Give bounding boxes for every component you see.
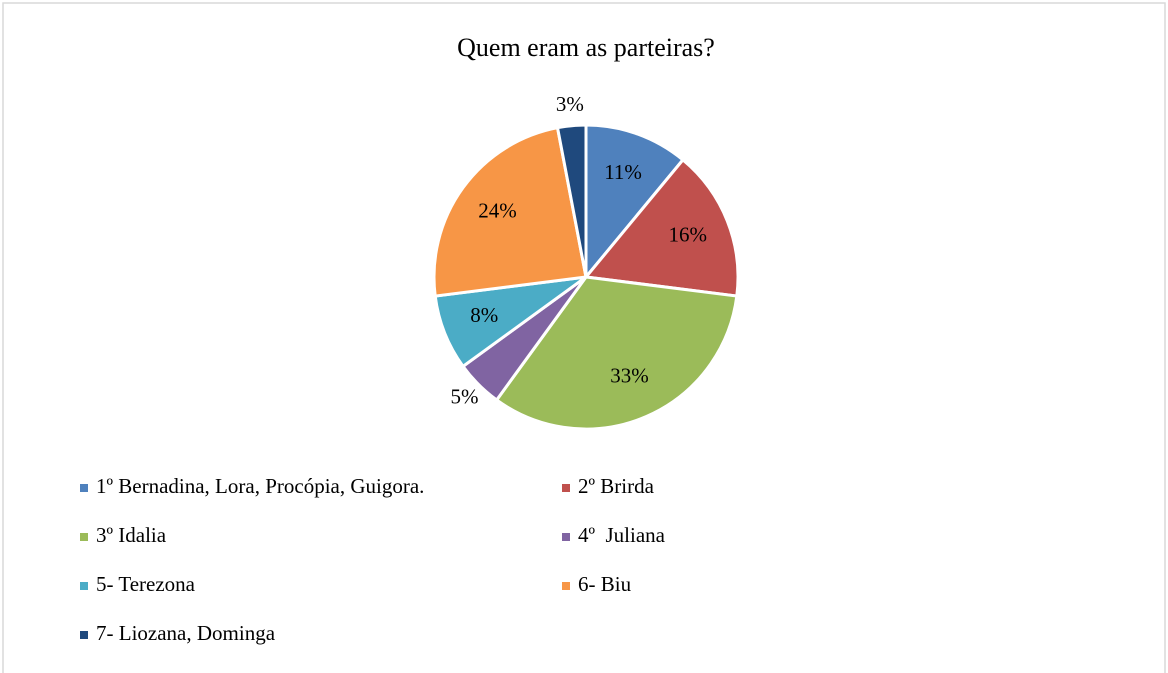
legend-swatch	[80, 533, 88, 541]
legend-label: 2º Brirda	[578, 474, 655, 498]
legend-label: 7- Liozana, Dominga	[96, 621, 276, 645]
data-label: 33%	[610, 363, 649, 387]
legend-swatch	[80, 631, 88, 639]
data-label: 5%	[451, 384, 479, 408]
data-label: 24%	[478, 198, 517, 222]
pie-slice	[494, 275, 739, 431]
legend-label: 3º Idalia	[96, 523, 167, 547]
data-label: 8%	[470, 303, 498, 327]
pie-slice	[584, 123, 686, 282]
legend-label: 4º Juliana	[578, 523, 666, 547]
legend-swatch	[80, 582, 88, 590]
pie-slice	[432, 125, 588, 298]
legend-swatch	[80, 484, 88, 492]
legend-label: 1º Bernadina, Lora, Procópia, Guigora.	[96, 474, 424, 498]
legend-label: 5- Terezona	[96, 572, 196, 596]
data-label: 16%	[669, 223, 708, 247]
data-label: 3%	[556, 92, 584, 116]
data-label: 11%	[604, 160, 642, 184]
legend-label: 6- Biu	[578, 572, 632, 596]
legend-swatch	[562, 484, 570, 492]
pie-slice	[583, 157, 740, 298]
legend-swatch	[562, 582, 570, 590]
legend-swatch	[562, 533, 570, 541]
pie-slice	[555, 123, 588, 278]
chart-title: Quem eram as parteiras?	[457, 33, 715, 62]
